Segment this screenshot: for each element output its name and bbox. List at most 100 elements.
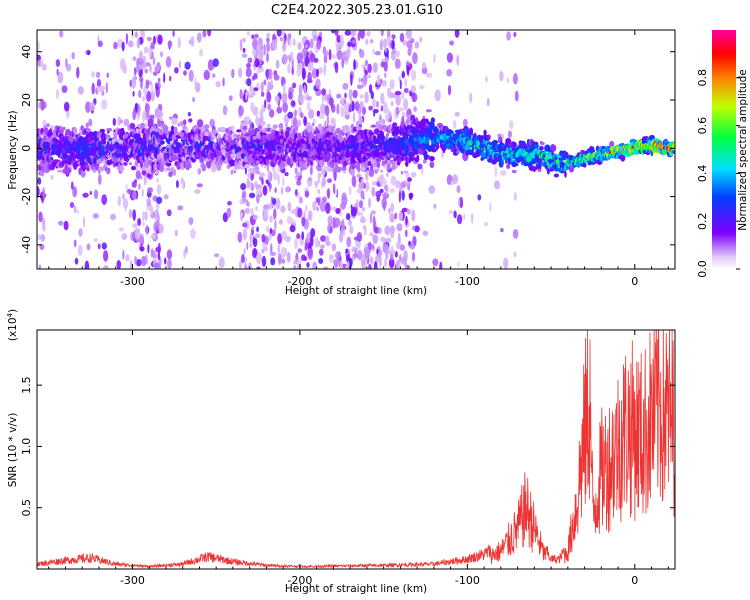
spectrogram-cell: [304, 44, 308, 49]
spectrogram-cell: [174, 67, 179, 74]
spectrogram-cell: [243, 247, 246, 256]
spectrogram-cell: [341, 218, 345, 231]
spectrogram-cell: [390, 202, 395, 213]
spectrogram-cell: [314, 180, 319, 186]
spectrogram-cell: [298, 196, 303, 204]
spectrogram-cell: [250, 102, 255, 112]
spectrogram-cell: [121, 233, 128, 240]
spectrogram-cell: [145, 62, 151, 67]
spectrogram-cell: [308, 109, 315, 120]
spectrogram-cell: [103, 265, 109, 269]
spectrogram-cell: [284, 235, 291, 243]
spectrogram-cell: [150, 83, 153, 91]
spectrogram-cell: [389, 125, 393, 133]
spectrogram-cell: [372, 234, 379, 244]
spectrogram-cell: [383, 125, 388, 132]
spectrogram-cell: [185, 126, 189, 134]
spectrogram-cell: [301, 37, 306, 45]
spectrogram-cell: [281, 31, 285, 37]
spectrogram-cell: [457, 261, 460, 268]
spectrogram-cell: [171, 117, 178, 125]
spectrogram-cell: [307, 177, 313, 182]
spectrogram-cell: [296, 179, 302, 186]
spectrogram-cell: [163, 72, 166, 83]
spectrogram-cell: [188, 69, 194, 82]
spectrogram-cell: [355, 165, 360, 170]
spectrogram-cell: [203, 69, 210, 81]
snr-frame: [36, 329, 676, 570]
spectrogram-cell: [144, 103, 150, 113]
spectrogram-cell: [80, 125, 84, 131]
spectrogram-cell: [266, 91, 272, 103]
spectrogram-cell: [422, 159, 427, 164]
spectrogram-cell: [359, 129, 364, 136]
spectrogram-cell: [236, 129, 242, 133]
spectrogram-cell: [283, 38, 287, 45]
spectrogram-cell: [55, 59, 61, 68]
spectrogram-cell: [343, 102, 350, 112]
spectrogram-cell: [89, 101, 96, 112]
spectrogram-cell: [84, 260, 90, 269]
spectrogram-cell: [421, 61, 427, 69]
spectrogram-cell: [42, 119, 47, 127]
spectrogram-cell: [155, 170, 159, 175]
spectrogram-cell: [384, 258, 387, 268]
spectrogram-cell: [358, 116, 363, 125]
spectrogram-cell: [339, 261, 343, 269]
spectrogram-cell: [239, 88, 243, 100]
spectrogram-cell: [149, 63, 152, 74]
spectrogram-cell: [270, 242, 273, 254]
spectrogram-cell: [167, 258, 172, 269]
spectrogram-cell: [450, 180, 454, 186]
spectrogram-cell: [215, 81, 221, 88]
spectrogram-cell: [325, 152, 332, 160]
spectrogram-cell: [351, 246, 356, 253]
spectrogram-cell: [671, 144, 675, 149]
spectrogram-cell: [384, 244, 389, 252]
spectrogram-cell: [128, 40, 134, 48]
spectrogram-cell: [77, 209, 79, 214]
colorbar: 0.00.20.40.60.8 Normalized spectral ampl…: [696, 30, 749, 278]
spectrogram-cell: [325, 235, 330, 245]
spectrogram-frame: [36, 29, 676, 270]
spectrogram-cell: [313, 35, 317, 42]
spectrogram-cell: [391, 40, 395, 50]
spectrogram-cell: [146, 173, 152, 178]
spectrogram-cell: [284, 172, 289, 177]
spectrogram-cell: [305, 204, 308, 212]
spectrogram-cell: [135, 170, 141, 180]
spectrogram-cell: [330, 206, 337, 211]
spectrogram-cell: [316, 110, 321, 117]
spectrogram-cell: [177, 205, 184, 211]
spectrogram-cell: [394, 90, 402, 96]
spectrogram-cell: [253, 87, 259, 92]
spectrogram-cell: [373, 111, 376, 117]
spectrogram-cell: [334, 189, 338, 197]
spectrogram-cell: [333, 169, 337, 182]
spectrogram-cell: [349, 225, 354, 235]
spectrogram-cell: [371, 181, 378, 186]
spectrogram-cell: [325, 202, 331, 214]
spectrogram-cell: [306, 262, 310, 268]
spectrogram-cell: [291, 67, 294, 76]
spectrogram-cell: [238, 260, 242, 269]
spectrogram-cell: [484, 154, 488, 160]
spectrogram-cell: [246, 31, 251, 36]
spectrogram-cell: [101, 242, 108, 250]
spectrogram-cell: [273, 74, 280, 81]
spectrogram-cell: [403, 170, 409, 174]
spectrogram-cell: [141, 95, 146, 102]
spectrogram-cell: [218, 256, 225, 268]
spectrogram-cell: [386, 36, 391, 43]
spectrogram-cell: [85, 101, 91, 113]
spectrogram-cell: [433, 203, 437, 209]
spectrogram-cell: [289, 225, 296, 233]
spectrogram-cell: [285, 186, 292, 193]
spectrogram-cell: [400, 182, 406, 189]
spectrogram-cell: [246, 136, 250, 142]
spectrogram-cell: [355, 126, 362, 131]
spectrogram-cell: [95, 71, 101, 79]
spectrogram-cell: [143, 173, 147, 186]
spectrogram-cell: [37, 54, 41, 62]
